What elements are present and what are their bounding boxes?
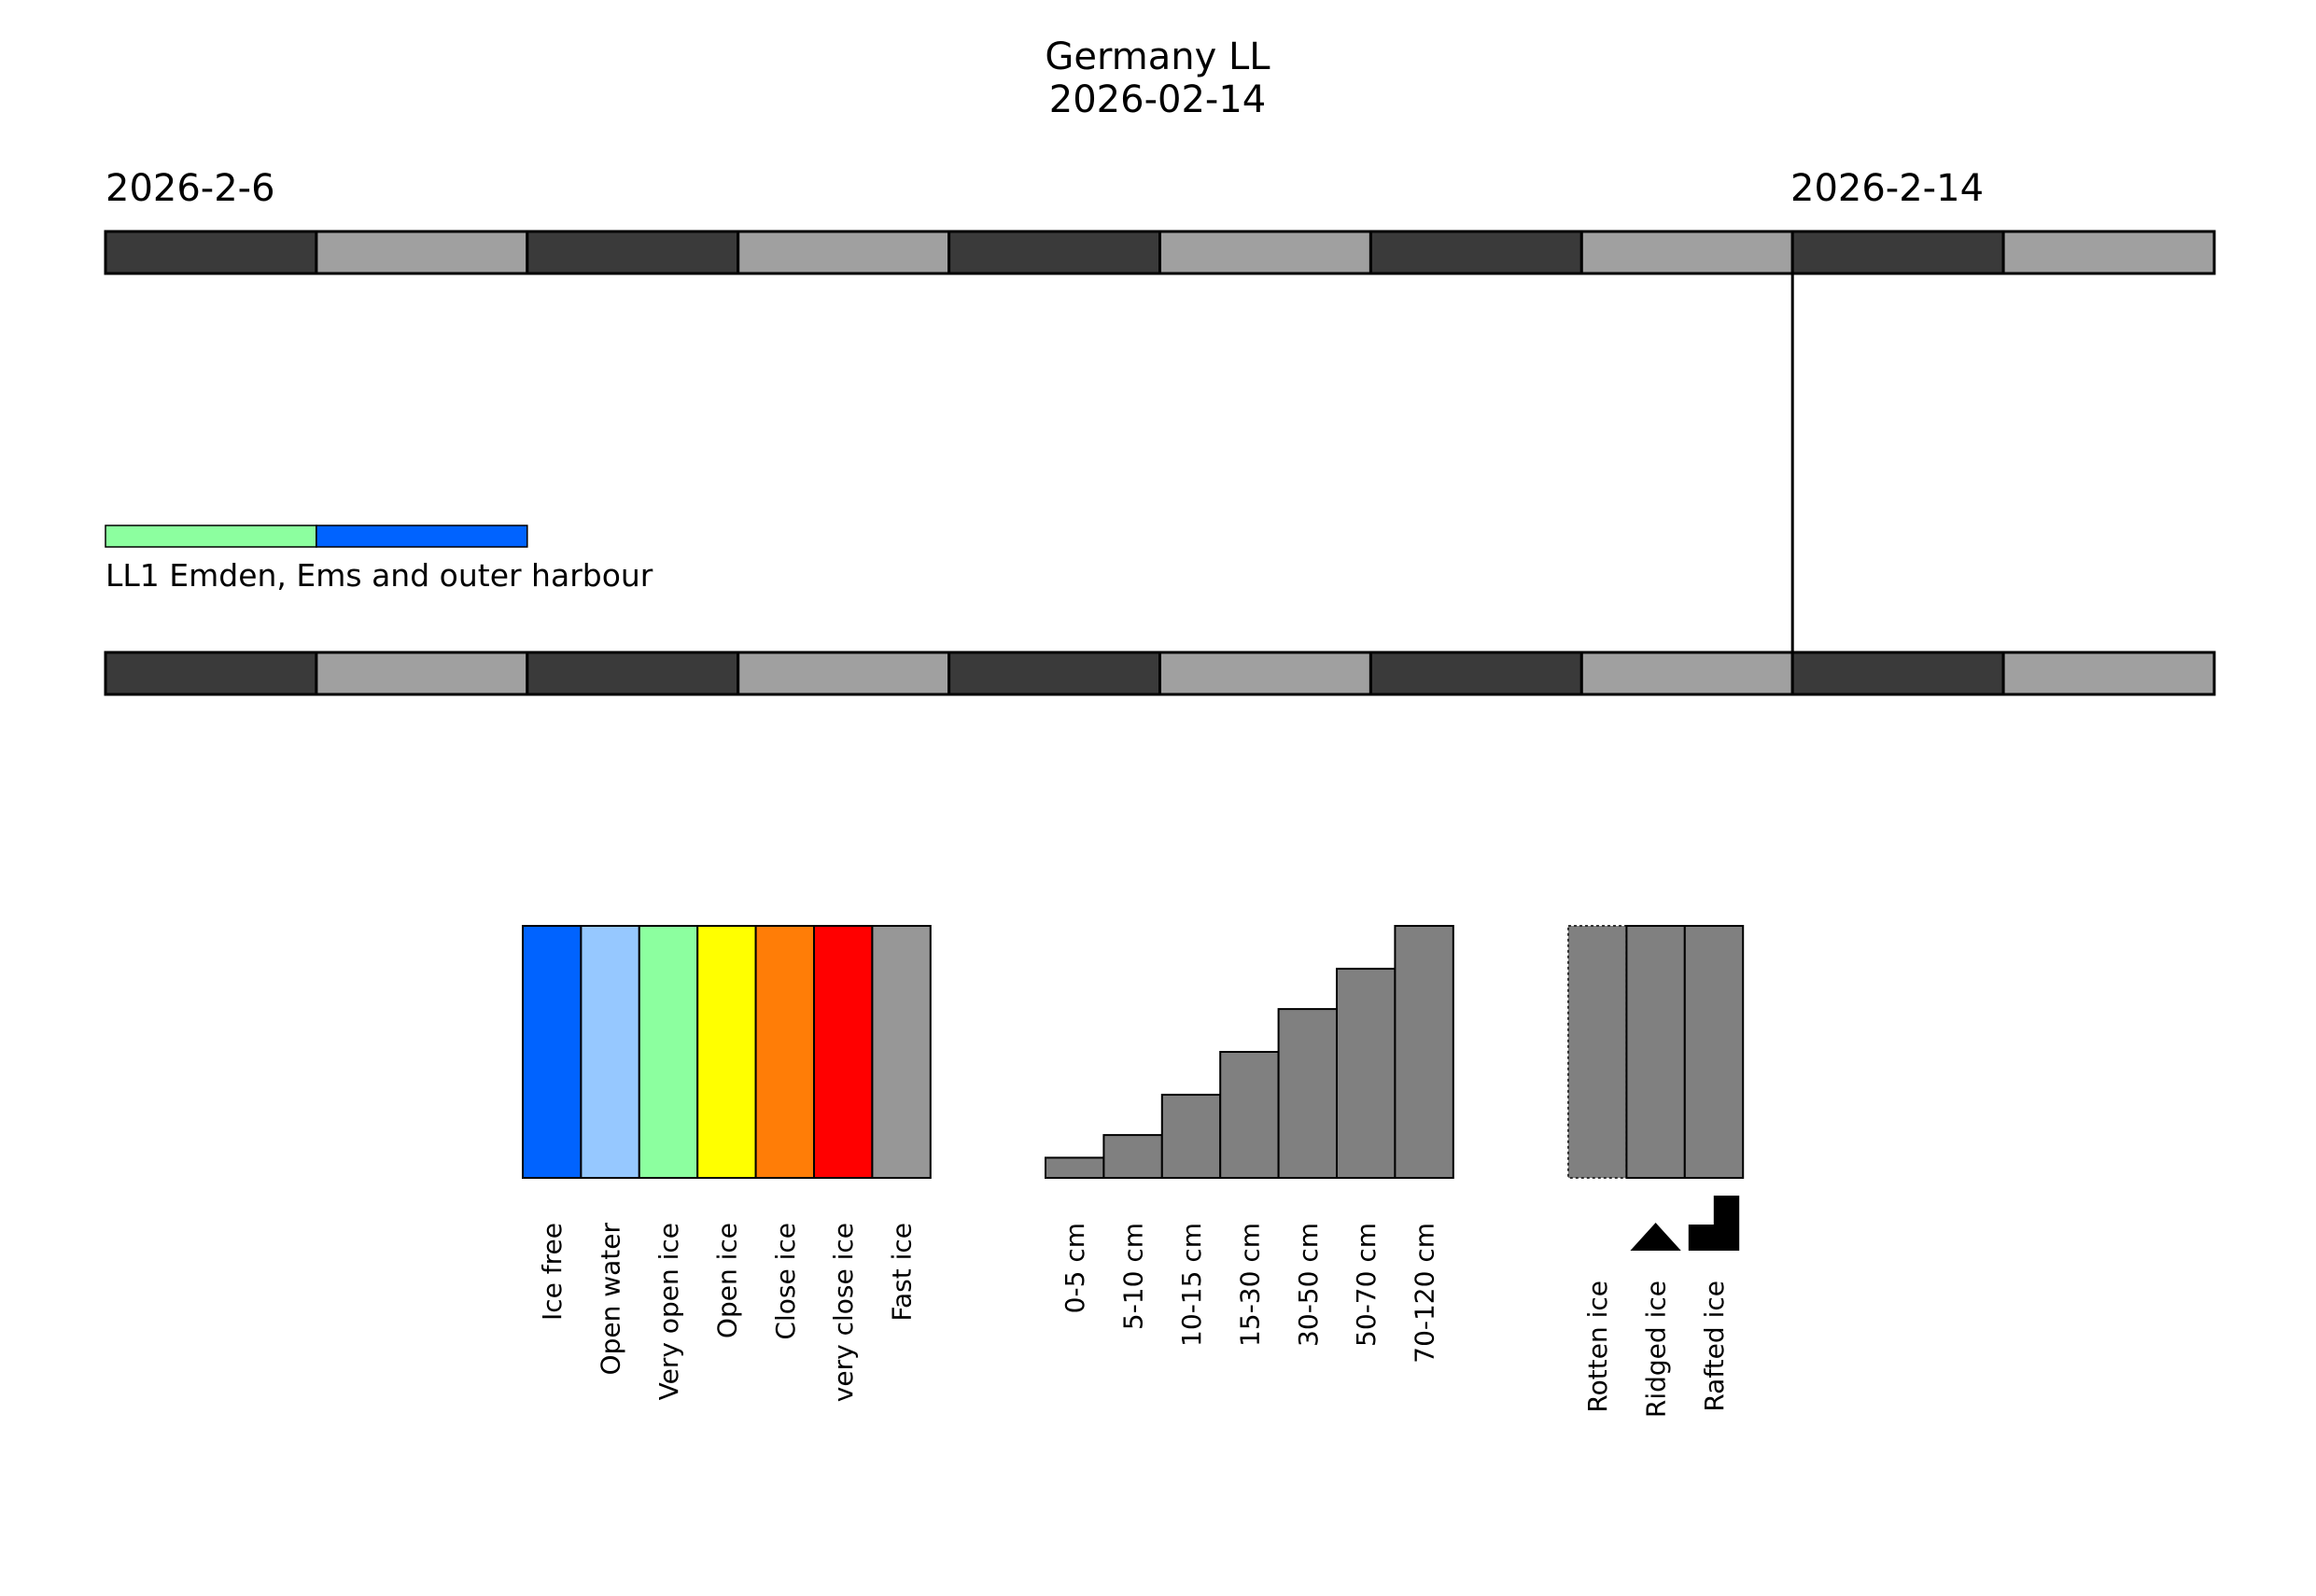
area-1-segment-2026-2-7 xyxy=(316,525,528,548)
legend-swatch-open-water xyxy=(580,925,640,1179)
legend-label-rafted-ice: Rafted ice xyxy=(1699,1281,1730,1412)
legend-icetype-ridged-ice xyxy=(1625,925,1686,1179)
day-band-top-2026-2-14 xyxy=(1790,230,2005,275)
legend-icetype-rotten-ice xyxy=(1567,925,1628,1179)
day-band-top-2026-2-9 xyxy=(737,230,951,275)
legend-label-rotten-ice: Rotten ice xyxy=(1582,1281,1613,1413)
legend-label-5-10-cm: 5-10 cm xyxy=(1118,1223,1149,1330)
day-band-top-2026-2-12 xyxy=(1369,230,1583,275)
legend-thickness-70-120-cm xyxy=(1394,925,1454,1179)
area-label: LL1 Emden, Ems and outer harbour xyxy=(105,557,653,594)
legend-icetype-rafted-ice xyxy=(1683,925,1745,1179)
area-1-segment-2026-2-6 xyxy=(105,525,317,548)
legend-label-very-close-ice: very close ice xyxy=(828,1223,859,1402)
legend-label-10-15-cm: 10-15 cm xyxy=(1176,1223,1207,1347)
day-band-bottom-2026-2-8 xyxy=(526,651,740,696)
legend-swatch-open-ice xyxy=(696,925,757,1179)
day-band-top-2026-2-13 xyxy=(1579,230,1794,275)
rafted-step-icon xyxy=(1688,1196,1740,1251)
legend-thickness-30-50-cm xyxy=(1277,1008,1338,1179)
legends: Ice free Open water Very open ice Open ice C… xyxy=(522,925,1745,1418)
legend-label-50-70-cm: 50-70 cm xyxy=(1351,1223,1382,1347)
day-band-bottom-2026-2-9 xyxy=(737,651,951,696)
ridged-triangle-icon xyxy=(1630,1223,1681,1251)
legend-label-close-ice: Close ice xyxy=(770,1223,801,1340)
day-band-bottom-2026-2-11 xyxy=(1158,651,1372,696)
legend-label-fast-ice: Fast ice xyxy=(887,1223,918,1322)
legend-thickness-0-5-cm xyxy=(1045,1156,1105,1180)
legend-thickness-10-15-cm xyxy=(1160,1093,1222,1180)
day-band-top-2026-2-15 xyxy=(2001,230,2216,275)
legend-label-ice-free: Ice free xyxy=(537,1223,568,1321)
day-band-bottom-2026-2-12 xyxy=(1369,651,1583,696)
legend-thickness-50-70-cm xyxy=(1336,967,1397,1180)
legend-swatch-very-open-ice xyxy=(638,925,699,1179)
legend-label-open-ice: Open ice xyxy=(711,1223,742,1338)
timeline: LL1 Emden, Ems and outer harbour xyxy=(104,230,2216,696)
day-band-bottom-2026-2-10 xyxy=(947,651,1161,696)
day-band-bottom-2026-2-6 xyxy=(104,651,318,696)
day-band-bottom-2026-2-14 xyxy=(1790,651,2005,696)
current-date-label: 2026-2-14 xyxy=(1790,167,1984,210)
legend-swatch-very-close-ice xyxy=(813,925,874,1179)
day-band-bottom-2026-2-13 xyxy=(1579,651,1794,696)
day-band-top-2026-2-6 xyxy=(104,230,318,275)
day-band-top-2026-2-10 xyxy=(947,230,1161,275)
legend-label-open-water: Open water xyxy=(596,1223,626,1376)
day-band-bottom-2026-2-7 xyxy=(315,651,529,696)
legend-swatch-fast-ice xyxy=(871,925,932,1179)
legend-swatch-close-ice xyxy=(754,925,815,1179)
legend-label-ridged-ice: Ridged ice xyxy=(1641,1281,1672,1418)
day-band-top-2026-2-11 xyxy=(1158,230,1372,275)
day-band-top-2026-2-8 xyxy=(526,230,740,275)
legend-label-30-50-cm: 30-50 cm xyxy=(1293,1223,1324,1347)
start-date-label: 2026-2-6 xyxy=(105,167,275,210)
chart-title: Germany LL xyxy=(1045,35,1270,78)
legend-label-70-120-cm: 70-120 cm xyxy=(1410,1223,1440,1364)
day-band-top-2026-2-7 xyxy=(315,230,529,275)
legend-thickness-15-30-cm xyxy=(1219,1051,1280,1179)
legend-label-0-5-cm: 0-5 cm xyxy=(1060,1223,1090,1313)
chart-subtitle: 2026-02-14 xyxy=(1049,78,1266,121)
legend-label-very-open-ice: Very open ice xyxy=(653,1223,684,1400)
legend-thickness-5-10-cm xyxy=(1102,1134,1163,1179)
legend-swatch-ice-free xyxy=(522,925,583,1179)
legend-label-15-30-cm: 15-30 cm xyxy=(1234,1223,1265,1347)
day-band-bottom-2026-2-15 xyxy=(2001,651,2216,696)
